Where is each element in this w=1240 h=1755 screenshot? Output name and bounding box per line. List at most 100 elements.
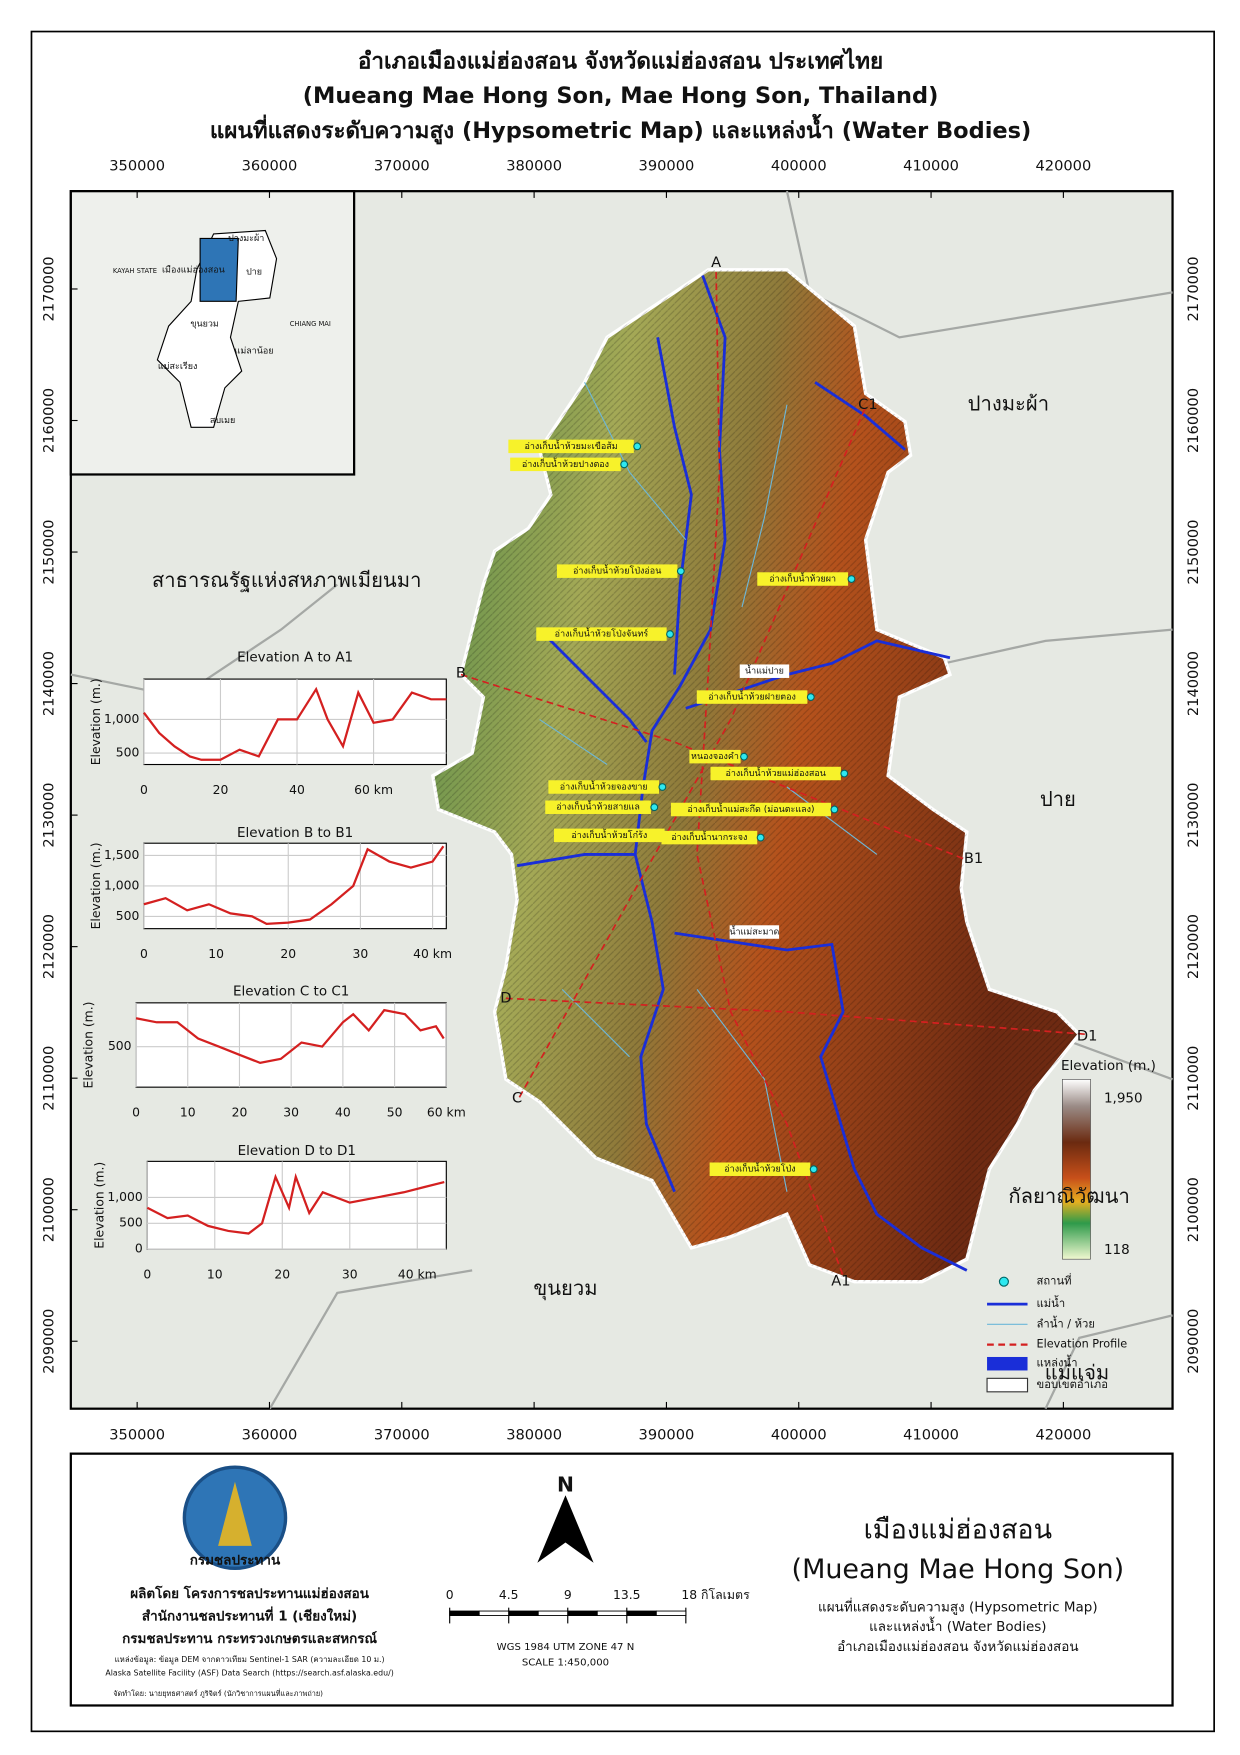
easting-label: 400000 [771,157,827,174]
district-name: เมืองแม่ฮ่องสอน [864,1515,1052,1546]
legend-symbol [998,1276,1009,1287]
place-label: ขุนยวม [533,1276,597,1301]
inset-label: แม่ลาน้อย [235,345,274,356]
profile-x-tick: 0 [132,1106,140,1120]
elevation-min: 118 [1104,1242,1130,1258]
producer: สำนักงานชลประทานที่ 1 (เชียงใหม่) [142,1606,357,1625]
producer: ผลิตโดย โครงการชลประทานแม่ฮ่องสอน [130,1584,370,1602]
profile-y-tick: 500 [108,1039,132,1053]
reservoir-point [756,833,765,842]
scale-label: 18 กิโลเมตร [681,1587,750,1602]
easting-label: 390000 [639,1427,695,1444]
inset-label: ปาย [246,268,262,278]
map-description: อำเภอเมืองแม่ฮ่องสอน จังหวัดแม่ฮ่องสอน [837,1639,1079,1655]
reservoir-highlight [536,627,667,641]
reservoir-highlight [545,800,651,814]
reservoir-highlight [510,457,621,472]
profile-point: B1 [964,850,983,867]
profile-point: D [500,989,511,1006]
reservoir-label: อ่างเก็บน้ำห้วยโป่งจันทร์ [555,627,649,640]
legend-label: สถานที่ [1037,1273,1072,1288]
northing-label: 2160000 [40,388,57,453]
dynamic: 350000 350000 360000 360000 370000 370000 3800… [40,157,1201,1698]
profile-x-tick: 50 [387,1106,403,1120]
scale-segment [596,1610,628,1616]
district-name-en: (Mueang Mae Hong Son) [792,1554,1125,1585]
profile-x-tick: 20 [213,783,229,797]
producer: กรมชลประทาน กระทรวงเกษตรและสหกรณ์ [122,1630,377,1647]
profile-box [143,678,447,766]
reservoir-point [666,630,674,639]
profile-x-tick: 40 [335,1106,351,1120]
northing-label: 2170000 [1185,256,1202,321]
profile-x-tick: 10 [208,947,224,961]
reservoir-label: อ่างเก็บน้ำห้วยโป่งอ่อน [573,564,661,577]
reservoir-label: อ่างเก็บน้ำห้วยผา [769,572,836,585]
place-label: แม่แจ่ม [1045,1360,1110,1384]
profile-box [146,1160,447,1250]
place-label: ปาย [1040,787,1076,811]
place-label: ปางมะผ้า [968,391,1049,415]
inset-label: KAYAH STATE [113,267,157,275]
profile-y-label: Elevation (m.) [89,842,103,929]
profile-point: C [512,1089,522,1106]
reservoir-point [847,575,856,583]
profile-point: A1 [831,1273,850,1290]
reservoir-label: อ่างเก็บน้ำนากระจง [671,830,747,843]
legend-label: ลำน้ำ / ห้วย [1037,1315,1095,1330]
reservoir-label: อ่างเก็บน้ำห้วยมะเขือส้ม [524,439,617,452]
inset-province [156,229,278,428]
easting-label: 420000 [1035,157,1091,174]
reservoir-point [809,1165,818,1174]
profile-line [135,1008,445,1065]
subtitle: แผนที่แสดงระดับความสูง (Hypsometric Map)… [210,113,1031,145]
scale-segment [567,1610,598,1616]
title: อำเภอเมืองแม่ฮ่องสอน จังหวัดแม่ฮ่องสอน ป… [358,47,883,74]
easting-label: 390000 [639,157,695,174]
profile-x-tick: 10 [207,1267,223,1281]
profile-x-tick: 30 [283,1106,299,1120]
reservoir-highlight [757,572,849,586]
reservoir-highlight [670,802,832,817]
profile-x-tick: 30 [353,947,369,961]
legend-label: Elevation Profile [1037,1338,1128,1351]
reservoir-point [806,693,815,701]
profile-x-tick: 10 [180,1106,196,1120]
easting-label: 360000 [242,157,298,174]
profile-y-tick: 500 [116,909,140,923]
profile-x-tick: 40 [289,783,305,797]
profile-title: Elevation D to D1 [238,1143,356,1159]
reservoir-highlight [556,564,678,578]
northing-label: 2120000 [40,914,57,979]
inset-label: CHIANG MAI [290,320,331,328]
profile-y-tick: 1,000 [104,712,140,726]
reservoir-label: อ่างเก็บน้ำห้วยปางตอง [522,457,609,470]
profile-point: A [711,254,721,271]
legend-symbol [986,1377,1029,1393]
legend-label: ขอบเขตอำเภอ [1037,1378,1108,1391]
northing-label: 2100000 [40,1177,57,1242]
inset-label: แม่สะเรียง [158,361,198,372]
inset-label: ปางมะผ้า [228,233,264,244]
profile-y-label: Elevation (m.) [93,1162,107,1249]
northing-label: 2120000 [1185,914,1202,979]
easting-label: 370000 [374,157,430,174]
profile-y-tick: 1,000 [104,878,140,892]
northing-label: 2100000 [1185,1177,1202,1242]
logo-text: กรมชลประทาน [190,1552,281,1568]
reservoir-label: อ่างเก็บน้ำแม่สะกึด (ม่อนตะแลง) [687,802,814,815]
profile-x-tick: 40 km [398,1267,437,1281]
reservoir-label: อ่างเก็บน้ำห้วยจองขาย [560,780,648,793]
reservoir-highlight [689,749,741,764]
easting-label: 370000 [374,1427,430,1444]
reservoir-point [620,460,629,469]
projection: WGS 1984 UTM ZONE 47 N [497,1642,635,1653]
northing-label: 2110000 [40,1046,57,1111]
sheet-border [30,30,1215,1733]
profile-title: Elevation B to B1 [237,825,353,841]
reservoir-point [650,803,659,812]
inset-label: ขุนยวม [190,319,219,329]
north-arrow [537,1495,594,1563]
streams [539,382,878,1192]
